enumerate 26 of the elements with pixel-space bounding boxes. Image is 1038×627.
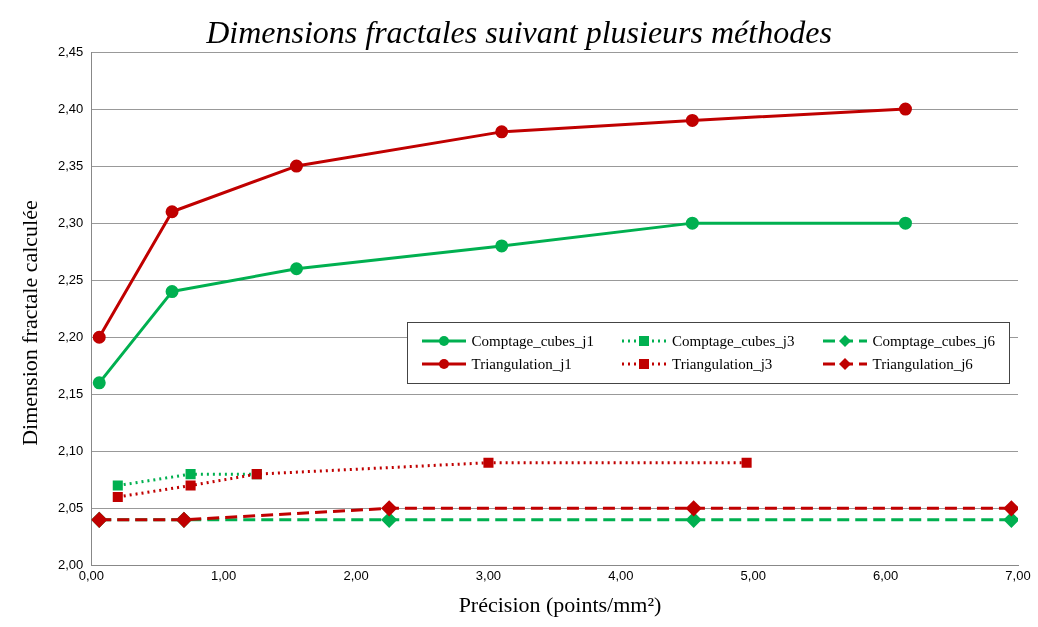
x-tick-label: 3,00 bbox=[475, 567, 502, 583]
x-tick-label: 4,00 bbox=[608, 567, 634, 583]
x-tick-label: 7,00 bbox=[1005, 567, 1031, 583]
y-tick-label: 2,00 bbox=[57, 556, 84, 572]
x-tick-label: 5,00 bbox=[740, 567, 766, 583]
y-tick-label: 2,40 bbox=[57, 100, 84, 116]
legend-label: Comptage_cubes_j1 bbox=[471, 332, 595, 350]
chart-title: Dimensions fractales suivant plusieurs méthodes bbox=[206, 14, 832, 50]
y-tick-label: 2,05 bbox=[57, 499, 84, 515]
legend-label: Triangulation_j1 bbox=[471, 355, 572, 373]
x-tick-label: 1,00 bbox=[211, 567, 237, 583]
y-tick-label: 2,15 bbox=[57, 385, 84, 401]
legend-label: Comptage_cubes_j3 bbox=[672, 332, 795, 350]
y-tick-label: 2,25 bbox=[57, 271, 84, 287]
y-tick-label: 2,20 bbox=[57, 328, 84, 344]
y-axis-title: Dimension fractale calculée bbox=[17, 199, 43, 448]
legend-label: Comptage_cubes_j6 bbox=[872, 332, 995, 350]
y-tick-label: 2,45 bbox=[57, 43, 84, 59]
y-tick-label: 2,30 bbox=[57, 214, 84, 230]
legend-label: Triangulation_j6 bbox=[872, 355, 973, 373]
x-tick-label: 2,00 bbox=[343, 567, 369, 583]
x-axis-title: Précision (points/mm²) bbox=[457, 592, 663, 618]
y-tick-label: 2,10 bbox=[57, 442, 84, 458]
legend-label: Triangulation_j3 bbox=[672, 355, 773, 373]
x-tick-label: 6,00 bbox=[872, 567, 899, 583]
y-tick-label: 2,35 bbox=[57, 157, 84, 173]
